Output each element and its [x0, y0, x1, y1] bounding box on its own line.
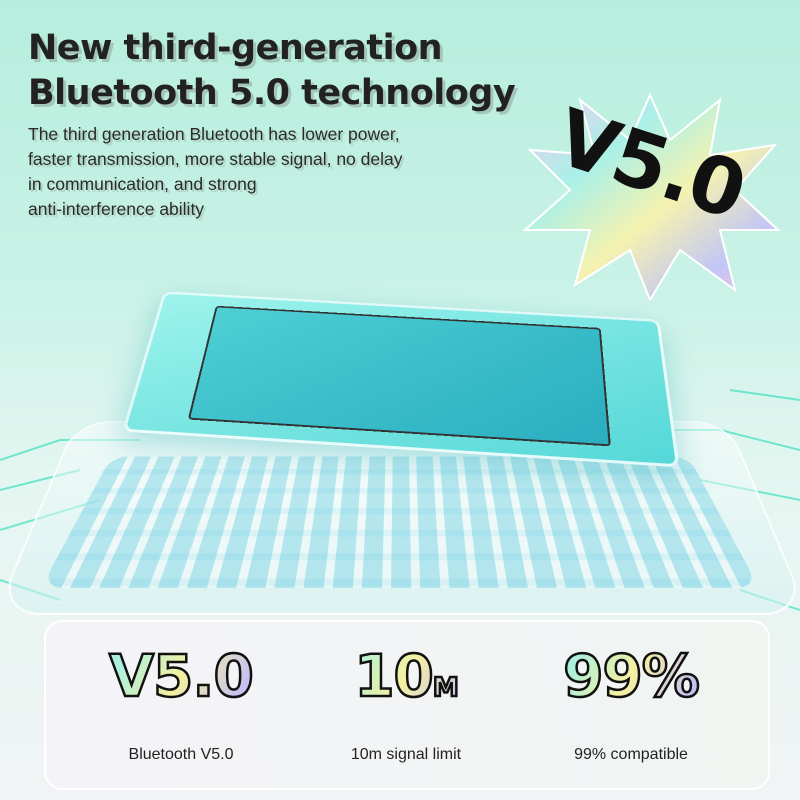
chip-pins: [40, 456, 760, 589]
description-line: in communication, and strong: [28, 174, 257, 194]
stat-unit: M: [432, 672, 460, 705]
description-line: anti-interference ability: [28, 199, 205, 219]
stat-number: 10: [353, 641, 435, 712]
stats-panel: V5.0 Bluetooth V5.0 10M 10m signal limit…: [44, 620, 770, 790]
title-line: New third-generation: [28, 28, 443, 68]
description-line: The third generation Bluetooth has lower…: [28, 124, 400, 144]
description: The third generation Bluetooth has lower…: [28, 122, 402, 222]
stat-range: 10M 10m signal limit: [286, 622, 526, 763]
title-line: Bluetooth 5.0 technology: [28, 73, 516, 113]
page-title: New third-generation Bluetooth 5.0 techn…: [28, 26, 516, 116]
stat-compatibility: 99% 99% compatible: [511, 622, 751, 763]
description-line: faster transmission, more stable signal,…: [28, 149, 403, 169]
stat-value: 99%: [511, 641, 751, 712]
stat-label: 99% compatible: [574, 746, 688, 763]
stat-bluetooth: V5.0 Bluetooth V5.0: [61, 622, 301, 763]
starburst-badge-icon: [522, 92, 780, 300]
stat-label: 10m signal limit: [350, 746, 462, 763]
stat-value: 10M: [286, 641, 526, 712]
stat-label: Bluetooth V5.0: [128, 746, 234, 763]
stat-value: V5.0: [61, 641, 301, 712]
